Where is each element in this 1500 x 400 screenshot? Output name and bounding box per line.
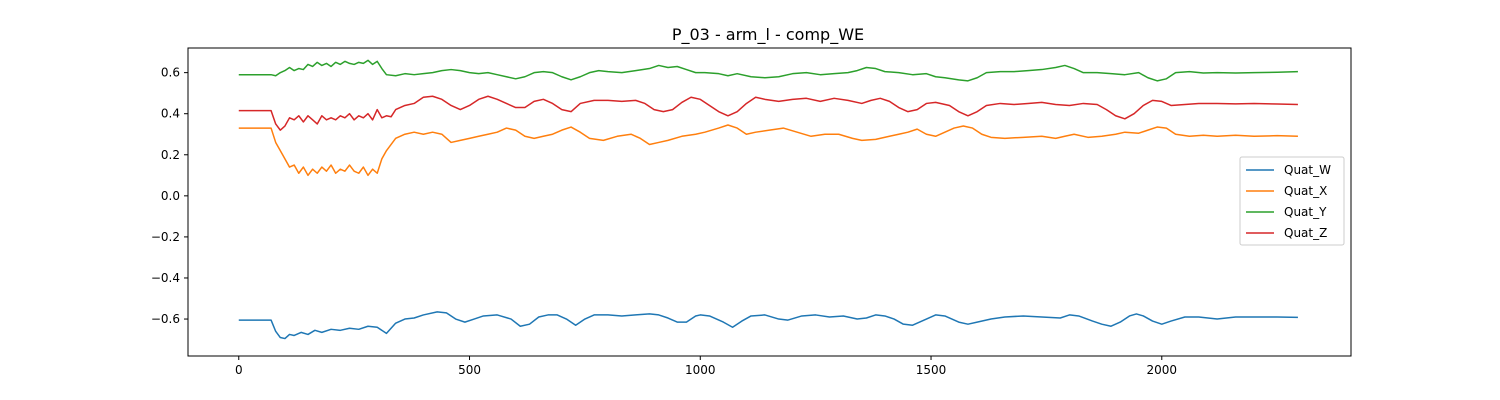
y-tick-label: −0.4 [151, 271, 180, 285]
legend-label: Quat_Y [1284, 205, 1327, 219]
y-tick-label: 0.2 [161, 148, 180, 162]
y-tick-label: −0.6 [151, 312, 180, 326]
x-tick-label: 0 [235, 363, 243, 377]
x-axis: 0 500 1000 1500 2000 [235, 356, 1177, 377]
legend-label: Quat_X [1284, 184, 1327, 198]
chart-title: P_03 - arm_l - comp_WE [672, 25, 864, 45]
x-tick-label: 1000 [685, 363, 716, 377]
series-line-quat-w [238, 311, 1298, 340]
y-tick-label: −0.2 [151, 230, 180, 244]
y-tick-label: 0.6 [161, 66, 180, 80]
y-tick-label: 0.0 [161, 189, 180, 203]
y-tick-label: 0.4 [161, 107, 180, 121]
legend-box [1239, 156, 1345, 246]
legend: Quat_W Quat_X Quat_Y Quat_Z [1239, 156, 1345, 246]
series-line-quat-z [238, 95, 1298, 131]
x-tick-label: 1500 [916, 363, 947, 377]
plot-frame [187, 47, 1352, 357]
legend-label: Quat_Z [1284, 226, 1327, 240]
x-tick-label: 500 [458, 363, 481, 377]
series-layer [238, 59, 1298, 340]
x-tick-label: 2000 [1147, 363, 1178, 377]
series-line-quat-y [238, 59, 1298, 82]
y-axis: −0.6 −0.4 −0.2 0.0 0.2 0.4 0.6 [151, 66, 188, 326]
series-line-quat-x [238, 124, 1298, 177]
legend-label: Quat_W [1284, 163, 1331, 177]
